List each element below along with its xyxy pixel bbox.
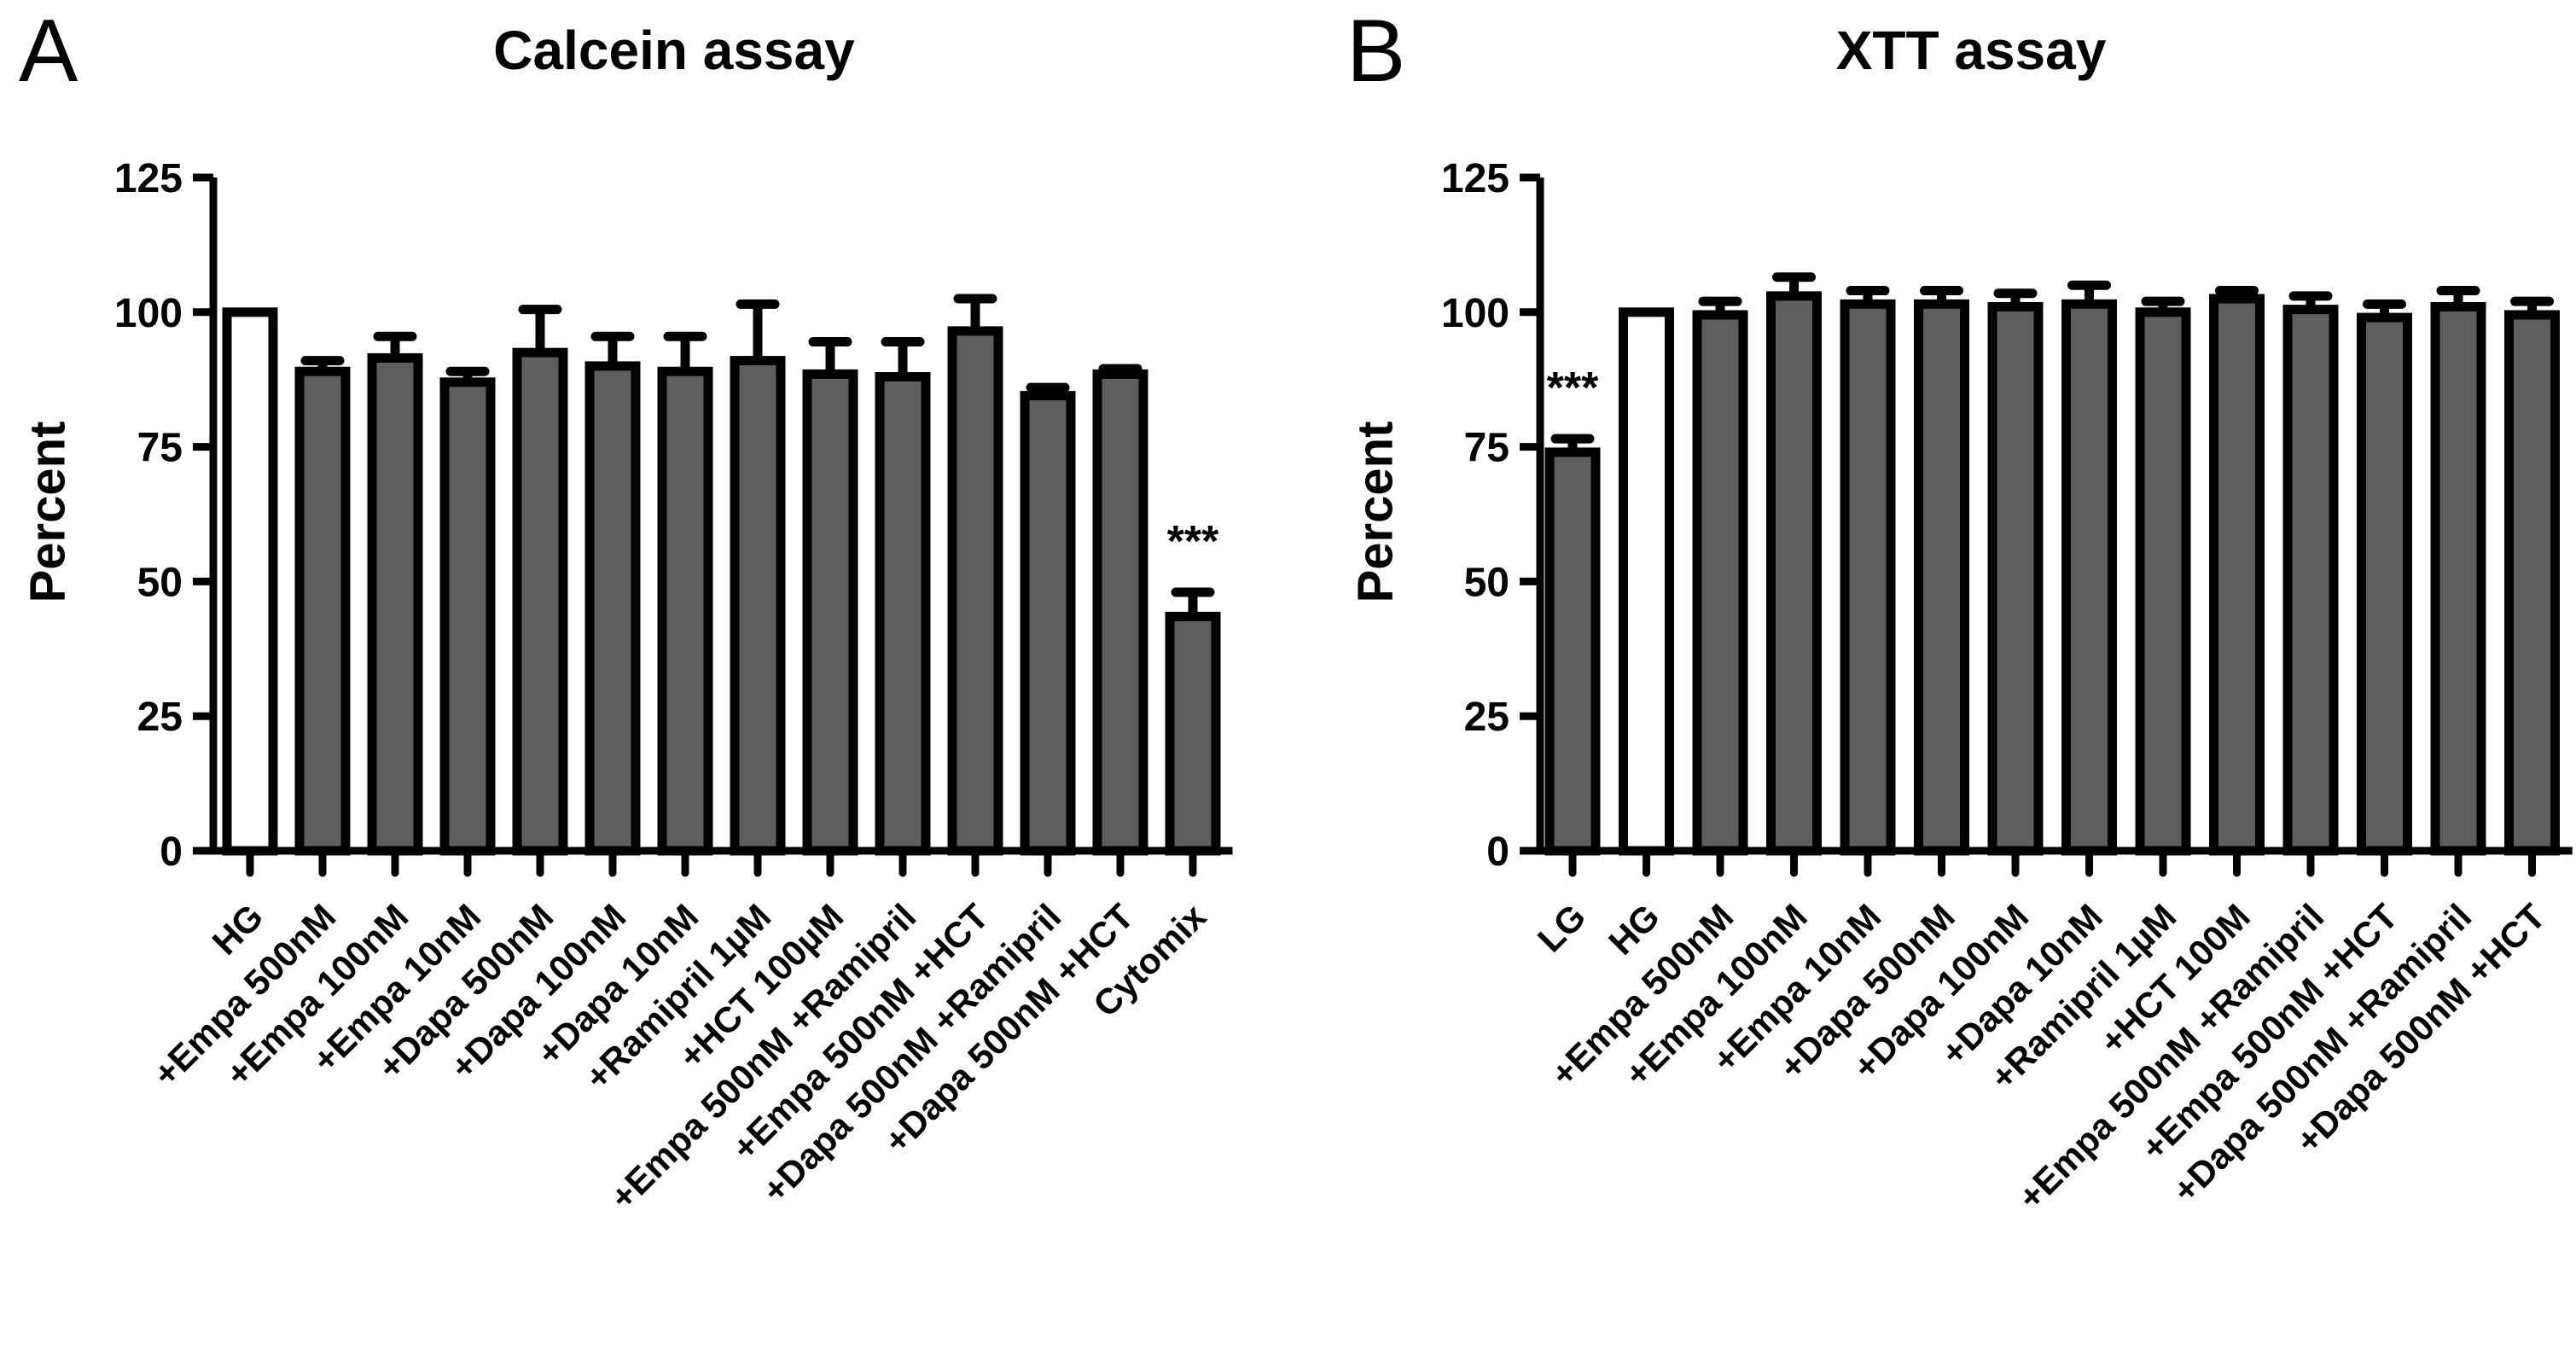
y-tick-label: 0 [160, 829, 183, 875]
bar-HG [222, 307, 278, 856]
bar-+HCT 100M [2209, 294, 2265, 856]
bar-+Dapa 500nM +Ramipril [1020, 391, 1076, 856]
y-tick-label: 50 [1464, 560, 1509, 605]
x-labels-group: LG HG+Empa 500nM+Empa 100nM+Empa 10nM+Dap… [1530, 896, 2553, 1218]
bar-+Empa 500nM [1692, 310, 1748, 856]
y-tick-label: 25 [137, 695, 183, 740]
bar-+Empa 10nM [439, 377, 496, 856]
bar-LG [1544, 447, 1601, 856]
bar-+Empa 500nM +HCT [2357, 312, 2412, 856]
x-category-label: LG [1530, 896, 1593, 959]
bar-+Empa 500nM [294, 366, 351, 856]
bar-+HCT 100µM [802, 369, 858, 856]
bar-+Dapa 500nM [1914, 299, 1969, 856]
bar-+Dapa 100nM [584, 361, 641, 856]
bars-group [222, 294, 1221, 856]
y-tick-label: 25 [1464, 695, 1509, 740]
bar-+Dapa 10nM [657, 366, 713, 856]
panel-a: A Calcein assay Percent 0 25 50 75 100 125 HG +… [19, 2, 1233, 1218]
y-tick-label: 50 [137, 560, 183, 605]
y-tick-label: 0 [1486, 829, 1509, 875]
bar-+Ramipril 1µM [2135, 307, 2191, 856]
bar-+Empa 500nM +Ramipril [2282, 305, 2339, 856]
bar-+Dapa 500nM +HCT [2504, 310, 2560, 856]
panel-a-title: Calcein assay [493, 20, 855, 81]
bars-group [1544, 272, 2560, 856]
y-tick-label: 100 [114, 291, 183, 336]
axes-group: 0 25 50 75 100 125 [1441, 156, 2573, 877]
bar-HG [1619, 307, 1674, 856]
bar-+Empa 100nM [367, 352, 423, 856]
significance-marker: *** [1547, 364, 1599, 413]
panel-b: B XTT assay Percent 0 25 50 75 100 125 LG HG +Em… [1288, 0, 2576, 1356]
y-tick-label: 125 [1441, 156, 1509, 201]
calcein-assay-bar-chart: 0 25 50 75 100 125 HG+Empa 500nM+Empa 100nM+Em… [114, 156, 1233, 1218]
panel-a-letter: A [19, 2, 79, 101]
bar-+Empa 500nM +HCT [947, 326, 1003, 856]
panel-b-title: XTT assay [1835, 20, 2107, 81]
axes-group: 0 25 50 75 100 125 [114, 156, 1233, 877]
bar-+Empa 500nM +Ramipril [875, 372, 931, 856]
y-tick-label: 75 [1464, 426, 1509, 471]
bar-+Dapa 500nM +Ramipril [2430, 301, 2486, 856]
bar-Cytomix [1165, 611, 1221, 856]
y-tick-label: 125 [114, 156, 183, 201]
significance-marker: *** [1167, 517, 1219, 567]
y-tick-label: 100 [1441, 291, 1509, 336]
panel-b-letter: B [1346, 2, 1406, 101]
bar-+Dapa 500nM [512, 347, 568, 856]
bar-+Dapa 100nM [1987, 301, 2044, 856]
xtt-assay-bar-chart: 0 25 50 75 100 125 LG HG+Empa 500nM+Empa 100nM+… [1441, 156, 2573, 1218]
bar-+Ramipril 1µM [730, 356, 786, 856]
x-labels-group: HG+Empa 500nM+Empa 100nM+Empa 10nM+Dapa … [145, 896, 1214, 1218]
bar-+Empa 100nM [1766, 291, 1822, 856]
bar-+Dapa 10nM [2061, 299, 2117, 856]
bar-+Dapa 500nM +HCT [1092, 369, 1148, 856]
bar-+Empa 10nM [1840, 299, 1896, 856]
y-tick-label: 75 [137, 426, 183, 471]
